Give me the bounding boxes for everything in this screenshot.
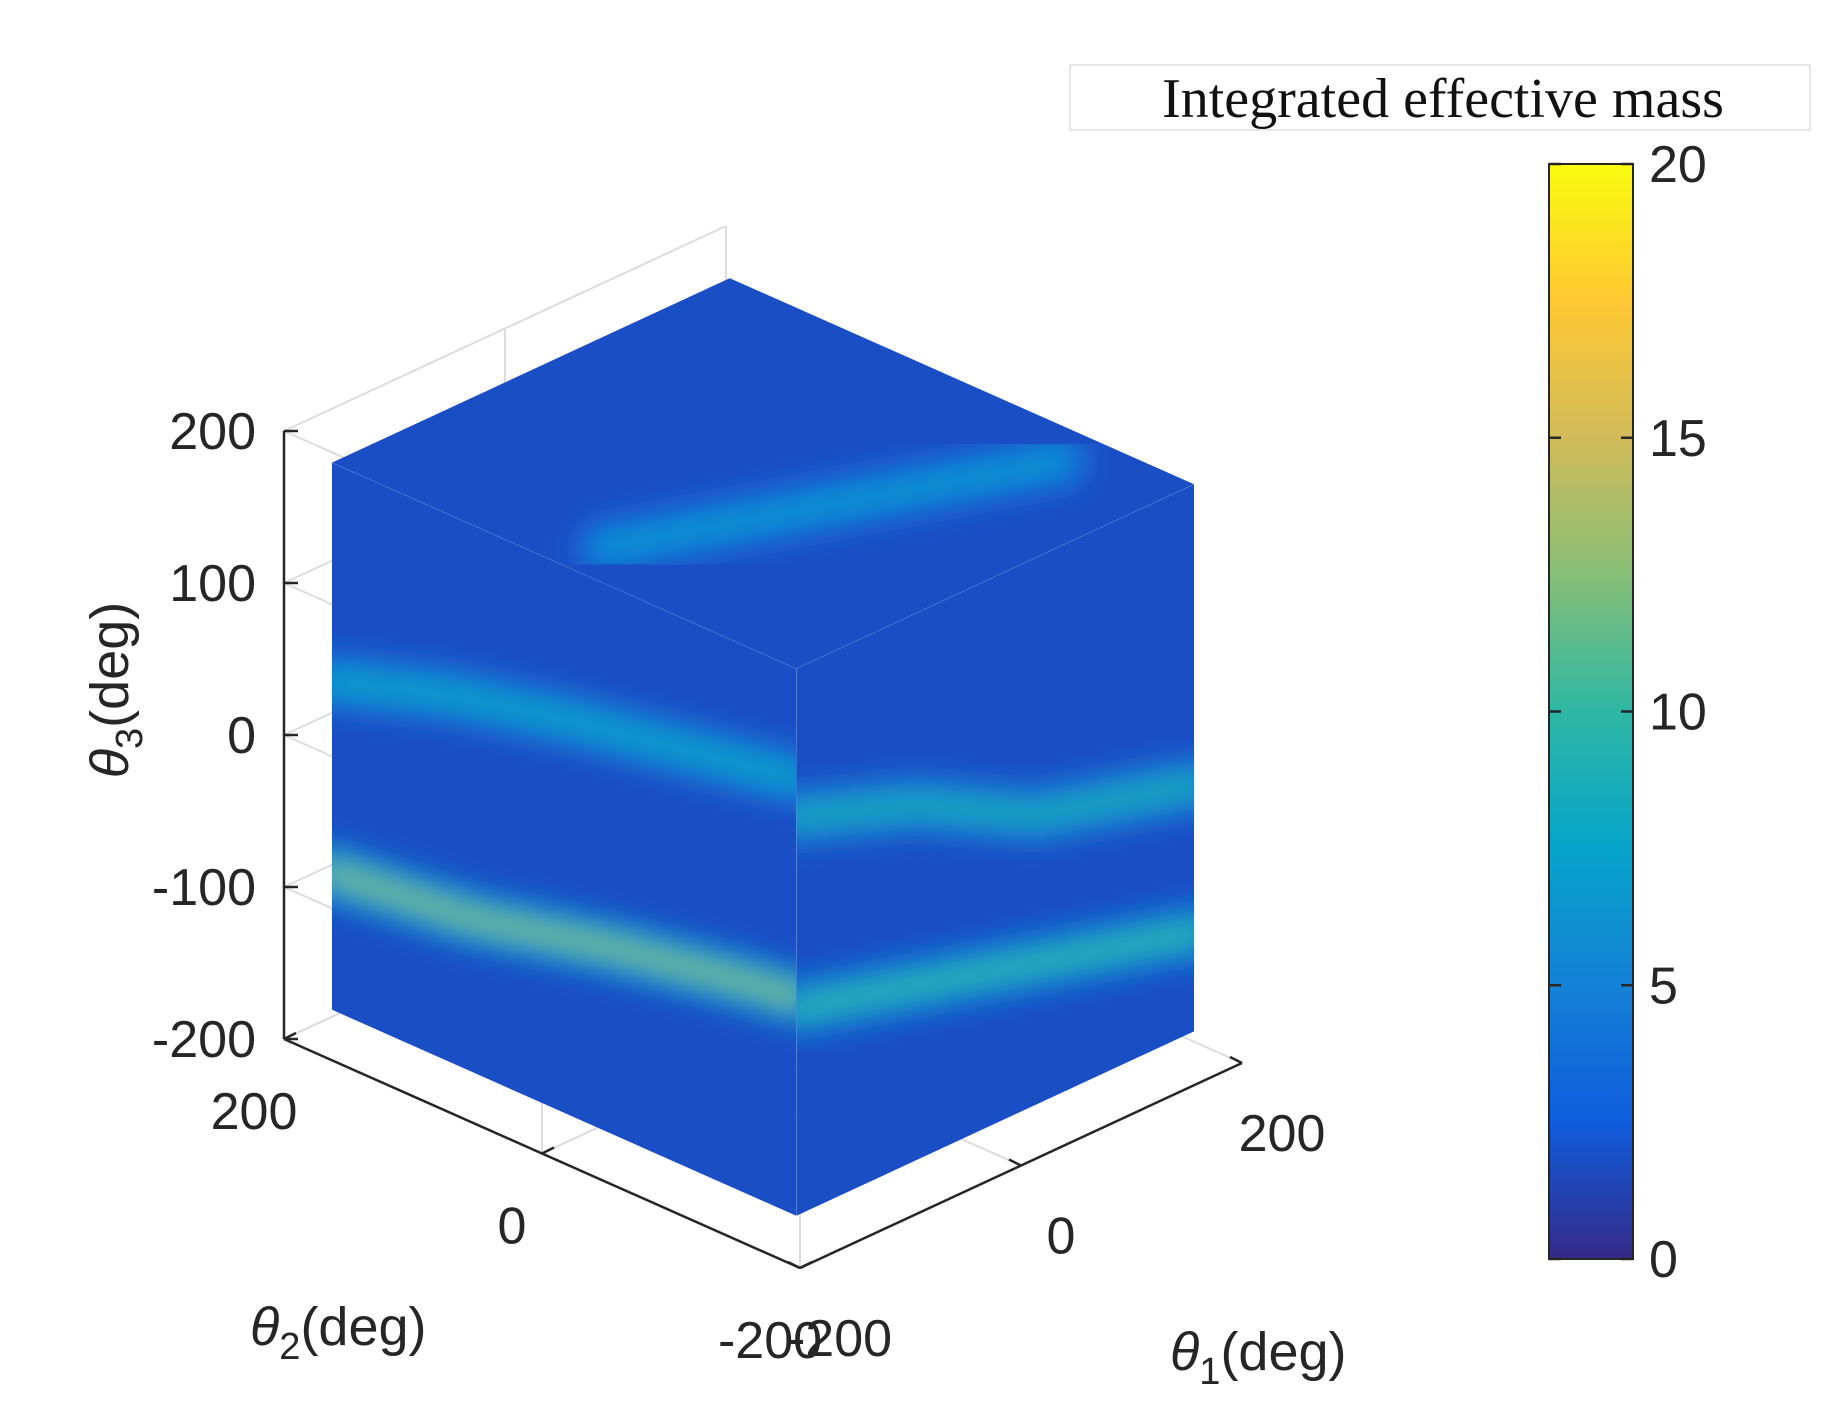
z-axis-ticks: -200 -100 0 100 200: [152, 403, 298, 1069]
colorbar-tick-label: 10: [1649, 684, 1707, 742]
ridge-core: [331, 864, 797, 1006]
y-tick-label: -200: [718, 1312, 822, 1370]
cube-surface: [331, 278, 1195, 1216]
x-tick-mark: [1008, 1158, 1022, 1167]
colorbar: Integrated effective mass 0 5 10 15 20: [1069, 64, 1811, 1289]
x-axis-ticks: -200 0 200: [787, 1055, 1326, 1368]
cube-face-top: [331, 278, 1195, 669]
z-tick-label: 100: [169, 555, 256, 613]
z-tick-label: -200: [152, 1011, 256, 1069]
x-axis-label: θ1(deg): [1170, 1322, 1347, 1393]
x-tick-mark: [787, 1260, 801, 1270]
z-tick-label: -100: [152, 859, 256, 917]
y-axis-label: θ2(deg): [250, 1297, 427, 1368]
ridge-core: [594, 452, 1071, 557]
cube-face-right: [796, 484, 1195, 1216]
colorbar-gradient: [1548, 163, 1634, 1260]
y-tick-mark: [541, 1146, 555, 1155]
ridge-core: [796, 923, 1195, 1017]
y-tick-label: 0: [498, 1198, 527, 1256]
cube-face-left: [331, 462, 797, 1216]
x-tick-mark: [1229, 1055, 1243, 1065]
y-tick-label: 200: [211, 1083, 298, 1141]
z-tick-label: 0: [227, 707, 256, 765]
z-tick-label: 200: [169, 403, 256, 461]
colorbar-title: Integrated effective mass: [1162, 68, 1724, 130]
y-axis-ticks: -200 0 200: [211, 1031, 822, 1370]
colorbar-tick-label: 0: [1649, 1231, 1678, 1289]
ridge-core: [796, 776, 1195, 826]
colorbar-tick-label: 5: [1649, 957, 1678, 1015]
x-tick-label: 200: [1239, 1105, 1326, 1163]
colorbar-tick-label: 20: [1649, 136, 1707, 194]
z-axis-label: θ3(deg): [80, 602, 151, 779]
ridge-core: [331, 672, 797, 788]
y-tick-mark: [283, 1031, 297, 1041]
colorbar-tick-label: 15: [1649, 410, 1707, 468]
colorbar-title-box: [1069, 64, 1811, 131]
y-tick-mark: [799, 1260, 813, 1270]
x-tick-label: 0: [1047, 1208, 1076, 1266]
x-tick-label: -200: [788, 1310, 892, 1368]
